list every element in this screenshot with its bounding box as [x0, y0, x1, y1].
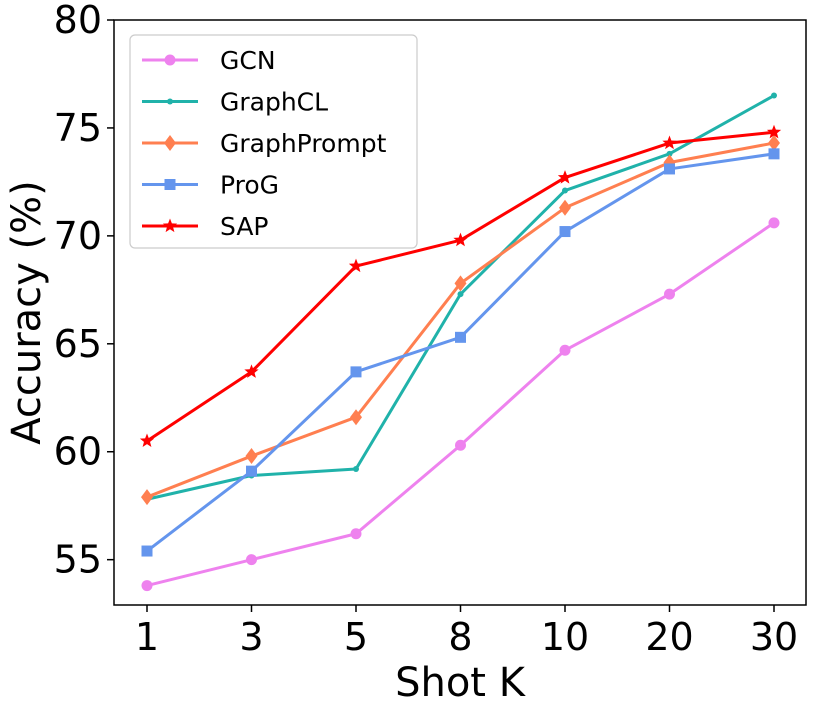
legend-entry-gcn: GCN — [142, 46, 276, 75]
data-point-graphprompt — [141, 489, 153, 506]
x-tick-label: 8 — [448, 615, 472, 659]
data-point-sap — [244, 364, 259, 378]
data-point-sap — [766, 124, 782, 139]
data-point-graphcl — [457, 291, 464, 298]
data-point-prog — [664, 163, 675, 175]
data-point-sap — [453, 232, 468, 247]
data-point-prog — [455, 331, 466, 343]
legend: GCN GraphCL GraphPrompt ProG SAP — [129, 34, 418, 249]
legend-marker-prog — [164, 179, 176, 190]
x-axis-title: Shot K — [395, 660, 527, 706]
legend-marker-gcn — [164, 54, 176, 66]
legend-entry-prog: ProG — [142, 171, 279, 200]
legend-box — [129, 34, 418, 249]
y-tick-label: 75 — [54, 106, 102, 150]
legend-label: SAP — [220, 212, 269, 241]
data-point-gcn — [246, 554, 257, 566]
x-tick-label: 30 — [750, 615, 798, 659]
legend-label: GraphPrompt — [220, 129, 387, 158]
y-tick-label: 55 — [54, 538, 102, 582]
data-point-graphprompt — [768, 135, 780, 152]
data-point-graphprompt — [454, 275, 467, 292]
data-point-sap — [557, 170, 573, 184]
legend-marker-sap — [162, 218, 178, 233]
series-sap — [139, 124, 782, 448]
legend-marker-graphcl — [167, 98, 173, 105]
data-point-sap — [139, 433, 155, 448]
data-point-sap — [662, 135, 677, 150]
legend-entry-graphprompt: GraphPrompt — [142, 129, 387, 158]
data-point-graphprompt — [245, 448, 258, 465]
legend-label: GCN — [220, 46, 276, 75]
data-point-graphcl — [771, 92, 777, 99]
data-point-graphcl — [353, 466, 359, 473]
x-tick-label: 5 — [344, 615, 368, 659]
data-point-graphprompt — [559, 199, 571, 216]
data-point-prog — [350, 366, 362, 378]
legend-marker-graphprompt — [164, 135, 176, 151]
x-tick-label: 1 — [135, 615, 159, 659]
x-tick-label: 20 — [645, 615, 693, 659]
data-point-prog — [246, 465, 257, 477]
series-gcn — [141, 217, 780, 592]
y-tick-label: 65 — [54, 322, 102, 366]
plot-area — [139, 92, 782, 592]
data-point-gcn — [559, 344, 571, 356]
legend-entry-sap: SAP — [142, 212, 269, 241]
data-point-graphcl — [562, 187, 568, 194]
data-point-gcn — [664, 288, 675, 300]
tick-labels: 55 60 65 70 75 80 1 3 5 8 10 20 30 — [54, 0, 799, 659]
data-point-prog — [141, 545, 153, 557]
data-point-prog — [768, 148, 780, 160]
x-tick-label: 10 — [541, 615, 589, 659]
y-tick-label: 60 — [54, 430, 102, 474]
data-point-prog — [559, 226, 571, 238]
y-tick-label: 70 — [54, 214, 102, 258]
data-point-graphprompt — [350, 409, 362, 426]
y-tick-label: 80 — [54, 0, 102, 42]
data-point-gcn — [350, 528, 362, 540]
data-point-gcn — [768, 217, 780, 229]
data-point-gcn — [455, 439, 466, 451]
data-point-sap — [348, 258, 364, 273]
legend-entry-graphcl: GraphCL — [142, 88, 328, 117]
data-point-gcn — [141, 580, 153, 592]
y-axis-title: Accuracy (%) — [4, 180, 50, 445]
x-tick-label: 3 — [239, 615, 263, 659]
legend-label: ProG — [220, 171, 279, 200]
series-graphprompt — [141, 135, 780, 506]
data-point-graphcl — [666, 150, 673, 157]
legend-label: GraphCL — [220, 88, 328, 117]
series-prog — [141, 148, 780, 557]
